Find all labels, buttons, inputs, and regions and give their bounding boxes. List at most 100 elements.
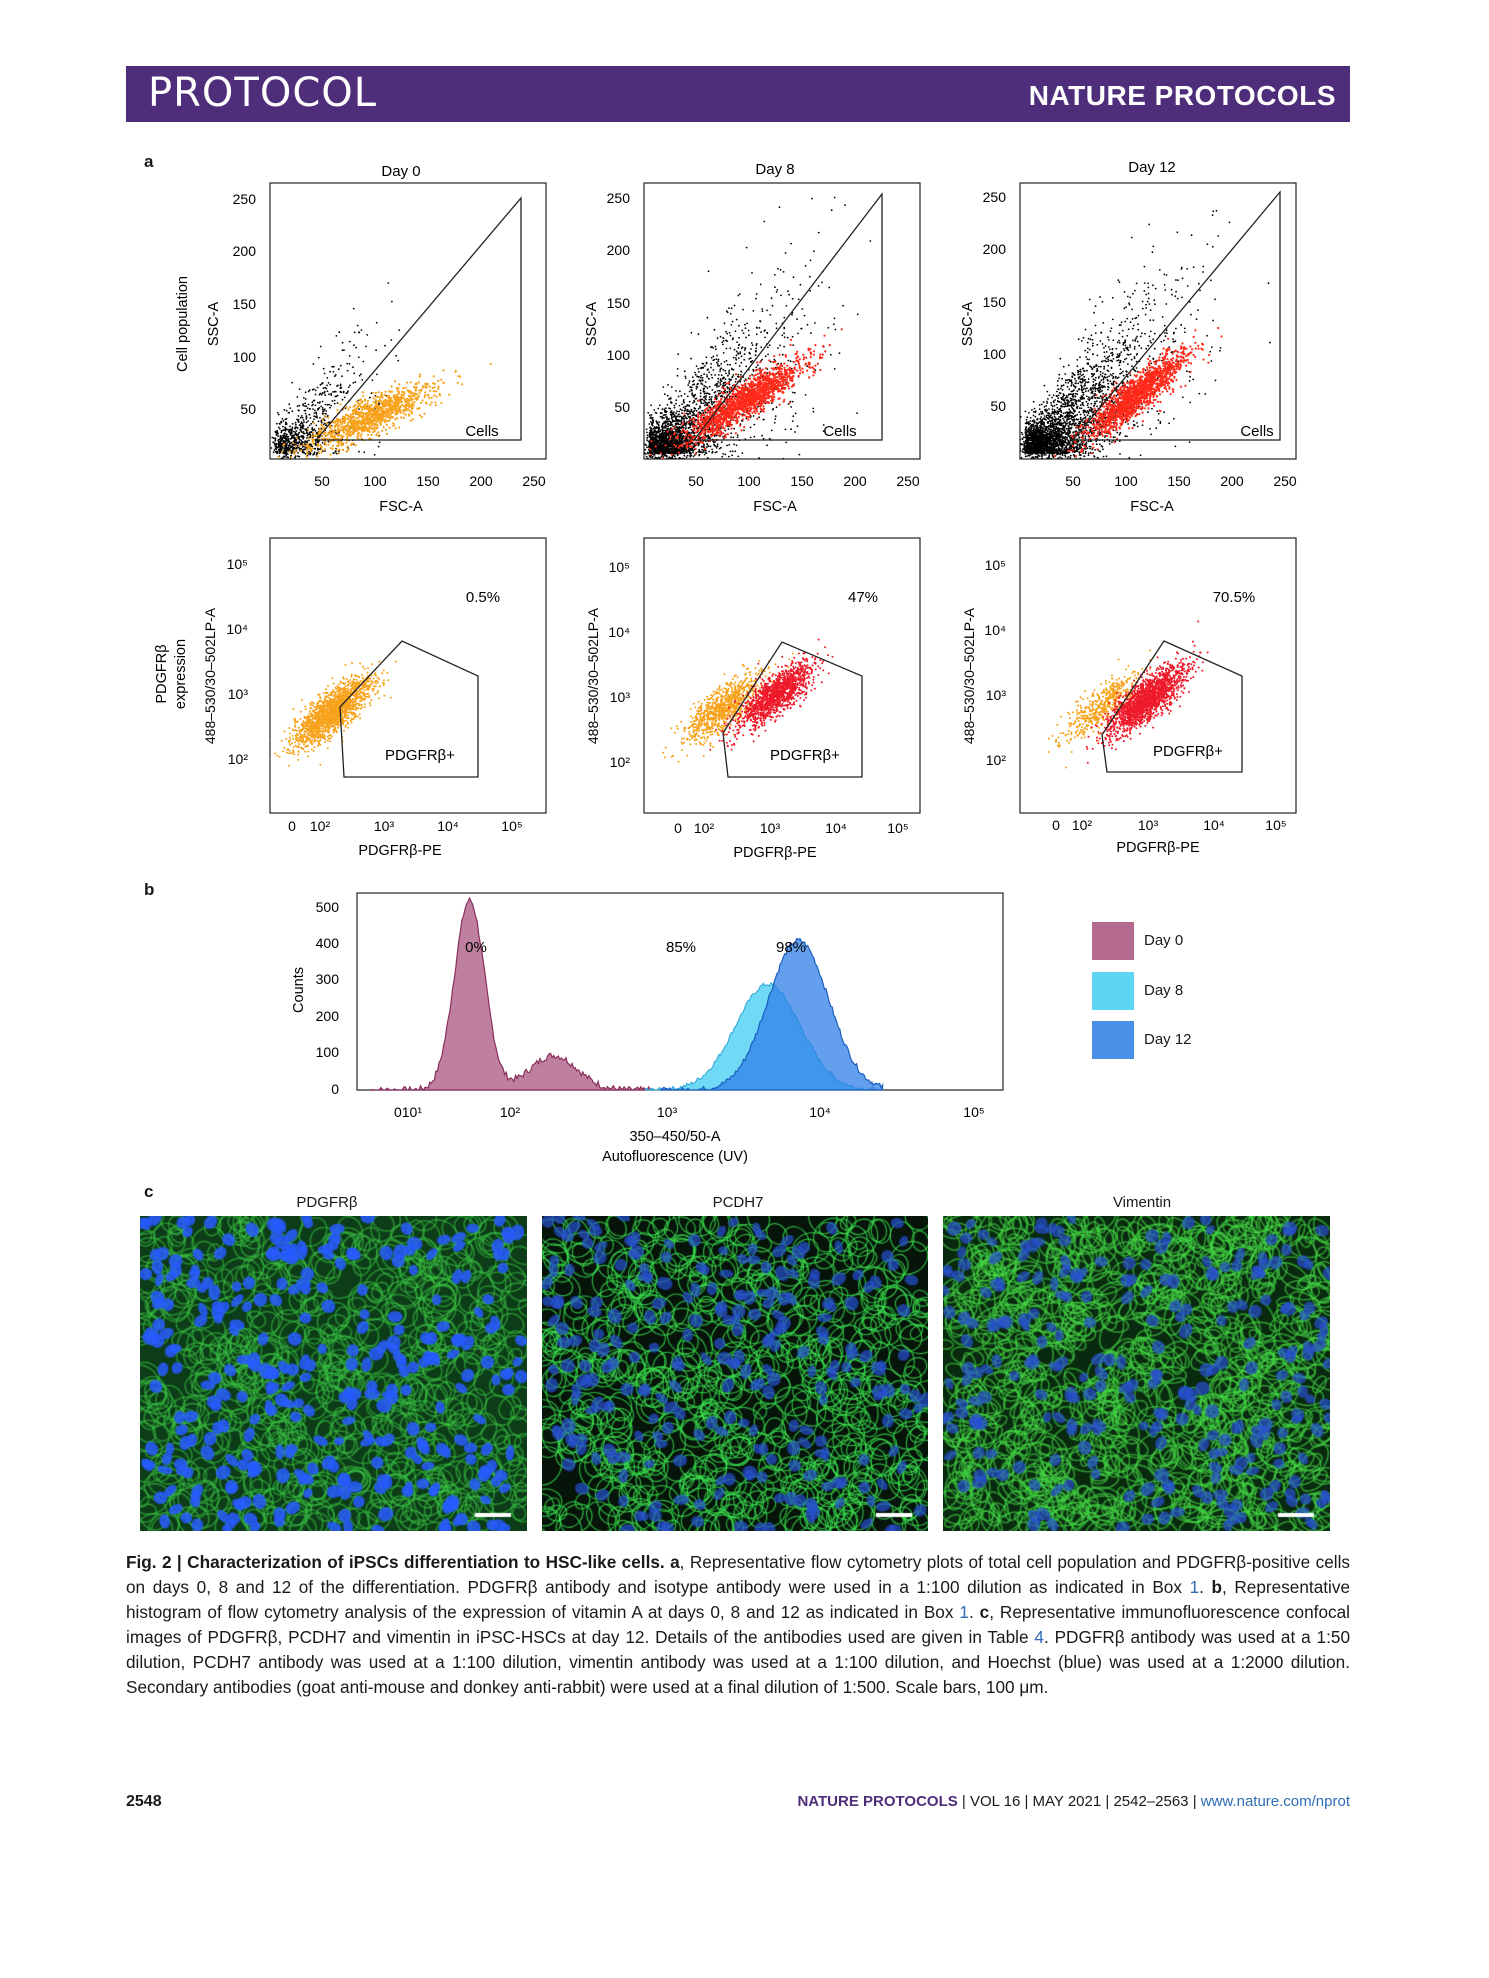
scatter-point <box>383 399 386 402</box>
scatter-point <box>680 421 683 423</box>
scatter-point <box>662 436 665 439</box>
scatter-point <box>411 418 414 421</box>
scatter-point <box>653 451 656 454</box>
scatter-point <box>704 451 707 454</box>
scatter-point <box>699 400 702 402</box>
scatter-point <box>778 206 781 209</box>
scatter-point <box>646 451 649 454</box>
scatter-point <box>288 441 291 443</box>
scatter-point <box>801 308 804 310</box>
scatter-point <box>313 428 316 431</box>
scatter-point <box>742 308 744 311</box>
scatter-point <box>745 246 748 249</box>
scatter-point <box>285 417 288 420</box>
scatter-point <box>706 402 708 404</box>
scatter-point <box>677 431 680 433</box>
scatter-point <box>700 402 703 404</box>
scatter-point <box>360 329 363 331</box>
scatter-point <box>683 439 685 442</box>
scatter-point <box>437 379 440 383</box>
scatter-point <box>394 427 397 430</box>
scatter-point <box>318 429 321 432</box>
scatter-point <box>683 452 686 455</box>
scatter-point <box>315 413 318 415</box>
scatter-point <box>305 416 308 419</box>
scatter-point <box>690 408 693 411</box>
scatter-point <box>752 370 755 372</box>
scatter-point <box>676 439 679 442</box>
scatter-point <box>297 455 299 457</box>
scatter-point <box>715 451 718 453</box>
scatter-point <box>646 446 648 449</box>
scatter-point <box>336 425 339 428</box>
scatter-point <box>651 455 654 458</box>
scatter-point <box>755 297 757 300</box>
scatter-point <box>339 403 342 406</box>
scatter-point <box>679 449 682 451</box>
scatter-point <box>685 431 688 435</box>
scatter-point <box>705 385 707 388</box>
scatter-point <box>360 423 363 426</box>
scatter-point <box>676 368 679 370</box>
scatter-point <box>743 426 746 429</box>
scatter-point <box>376 424 379 427</box>
scatter-point <box>347 390 349 393</box>
scatter-point <box>388 419 391 422</box>
scatter-point <box>297 415 300 417</box>
scatter-point <box>785 305 788 307</box>
scatter-point <box>697 442 700 444</box>
scatter-point <box>648 448 652 451</box>
scatter-point <box>796 318 798 320</box>
scatter-point <box>319 416 321 419</box>
scatter-point <box>856 313 859 316</box>
scatter-point <box>782 271 785 273</box>
scatter-point <box>808 376 811 379</box>
scatter-point <box>301 435 303 437</box>
scatter-point <box>390 407 393 410</box>
scatter-point <box>785 441 788 444</box>
scatter-point <box>737 385 740 389</box>
scatter-point <box>692 384 694 386</box>
scatter-point <box>711 450 714 453</box>
scatter-point <box>741 346 744 349</box>
scatter-point <box>652 432 655 434</box>
scatter-point <box>679 408 682 411</box>
scatter-point <box>397 387 400 390</box>
scatter-point <box>711 376 714 379</box>
scatter-point <box>711 389 714 391</box>
scatter-point <box>658 435 661 437</box>
scatter-point <box>675 418 677 421</box>
scatter-point <box>448 393 451 396</box>
scatter-point <box>775 406 778 409</box>
scatter-point <box>354 404 357 407</box>
scatter-point <box>657 407 660 410</box>
scatter-point <box>714 396 717 398</box>
scatter-point <box>710 366 712 369</box>
scatter-point <box>676 420 679 423</box>
scatter-point <box>393 402 396 405</box>
scatter-point <box>734 357 737 359</box>
scatter-point <box>346 362 349 365</box>
scatter-point <box>675 450 678 453</box>
scatter-point <box>714 345 717 348</box>
scatter-point <box>382 402 385 405</box>
scatter-point <box>366 400 370 403</box>
scatter-point <box>357 416 360 419</box>
scatter-point <box>286 444 288 447</box>
scatter-point <box>312 429 314 432</box>
scatter-point <box>309 417 312 419</box>
scatter-point <box>822 424 825 426</box>
scatter-point <box>687 404 690 407</box>
scatter-point <box>437 387 440 390</box>
scatter-point <box>724 378 727 381</box>
scatter-point <box>286 456 288 458</box>
scatter-point <box>786 364 789 367</box>
scatter-point <box>341 349 344 352</box>
scatter-point <box>383 415 386 418</box>
scatter-point <box>321 419 324 422</box>
scatter-point <box>299 449 302 452</box>
scatter-point <box>706 316 709 319</box>
scatter-point <box>292 450 295 453</box>
scatter-point <box>705 361 708 364</box>
scatter-point <box>372 431 375 434</box>
